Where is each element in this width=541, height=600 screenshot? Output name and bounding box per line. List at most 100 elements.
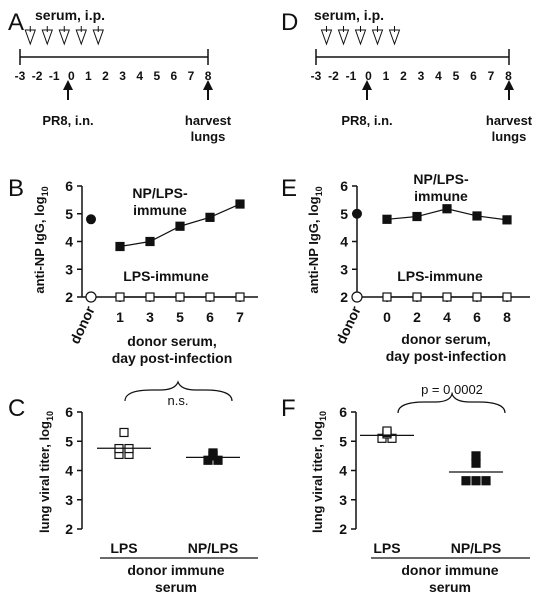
significance-bracket-c: [124, 380, 233, 402]
harvest-label-a-1: harvest: [185, 113, 232, 128]
timeline-ticks-d: -3 -2 -1 0 1 2 3 4 5 6 7 8: [311, 69, 512, 83]
data-point-np-lps-e: [442, 204, 452, 214]
y-axis-label-sub-e: 10: [314, 186, 324, 196]
significance-bracket-f: [397, 391, 506, 414]
x-axis-label-e-1: donor serum,: [401, 331, 490, 347]
serum-arrows-a: [24, 26, 104, 46]
serum-arrow-icon: [24, 29, 36, 46]
timeline-tick-label-a: -3: [15, 69, 26, 83]
data-point-lps-b: [175, 292, 185, 302]
panel-letter-e: E: [281, 175, 297, 202]
significance-label-c: n.s.: [168, 393, 189, 408]
chart-c-plot: 2 3 4 5 6 LPS NP/LPS: [65, 404, 240, 556]
y-tick-label-f: 2: [339, 521, 347, 537]
donor-point-np-e: [352, 208, 362, 219]
timeline-tick-label-d: 4: [435, 69, 442, 83]
timeline-tick-label-d: 0: [365, 69, 372, 83]
timeline-ticks-a: -3 -2 -1 0 1 2 3 4 5 6 7 8: [15, 69, 212, 83]
chart-e: anti-NP IgG, log10 2 3 4 5 6 donor 0 2 4 6 8 NP/LP…: [306, 171, 530, 364]
timeline-tick-label-a: 0: [68, 69, 75, 83]
y-tick-label-f: 6: [339, 404, 347, 420]
serum-label-d: serum, i.p.: [314, 7, 384, 23]
data-point-np-lps-f: [461, 476, 471, 486]
x-axis-label-b-1: donor serum,: [127, 333, 216, 349]
y-tick-label-b: 5: [65, 206, 73, 222]
svg-text:lung viral titer, log10: lung viral titer, log10: [310, 411, 328, 533]
timeline-tick-label-a: 8: [205, 69, 212, 83]
serum-arrow-icon: [337, 29, 350, 46]
x-tick-label-b: 6: [206, 309, 214, 325]
data-point-lps-e: [382, 292, 392, 302]
y-tick-label-f: 5: [339, 433, 347, 449]
timeline-tick-label-a: 1: [85, 69, 92, 83]
data-point-np-lps-f: [481, 476, 491, 486]
timeline-tick-label-d: 3: [418, 69, 425, 83]
x-category-label-c: LPS: [110, 540, 137, 556]
y-tick-label-b: 2: [65, 289, 73, 305]
infection-arrow-icon-d: [362, 80, 372, 90]
data-point-np-lps-b: [145, 236, 155, 247]
harvest-label-d-2: lungs: [492, 129, 527, 144]
serum-arrow-icon: [41, 29, 53, 46]
annotation-lps-b: LPS-immune: [123, 268, 209, 284]
data-point-np-lps-e: [472, 211, 482, 221]
data-point-lps-e: [442, 292, 452, 302]
y-tick-label-e: 2: [340, 289, 348, 305]
timeline-tick-label-d: 5: [453, 69, 460, 83]
x-tick-label-donor-e: donor: [332, 303, 363, 346]
chart-f: lung viral titer, log10 2 3 4 5 6 LPS NP/LPS p…: [310, 382, 530, 595]
y-tick-label-b: 6: [65, 178, 73, 194]
annotation-np-line1-b: NP/LPS-: [132, 185, 188, 201]
data-point-np-lps-e: [502, 215, 512, 225]
y-tick-label-e: 4: [340, 234, 348, 250]
timeline-tick-label-a: 7: [188, 69, 195, 83]
chart-f-plot: 2 3 4 5 6 LPS NP/LPS: [339, 404, 503, 556]
y-axis-label-b: anti-NP IgG, log: [32, 196, 47, 293]
y-axis-title-c: lung viral titer, log10: [37, 411, 55, 533]
donor-point-lps-e: [351, 291, 363, 303]
significance-label-f: p = 0.0002: [421, 382, 483, 397]
x-tick-label-b: 1: [116, 309, 124, 325]
x-axis-label-c-1: donor immune: [127, 562, 224, 578]
data-point-np-lps-b: [175, 221, 185, 231]
serum-arrows-d: [320, 26, 401, 46]
y-axis-label-sub-b: 10: [40, 186, 50, 196]
x-axis-label-f-2: serum: [429, 579, 471, 595]
y-tick-label-b: 4: [65, 234, 73, 250]
data-point-np-lps-e: [382, 214, 392, 224]
chart-c: lung viral titer, log10 2 3 4 5 6 LPS NP/LPS n…: [37, 380, 258, 595]
svg-text:anti-NP IgG, log10: anti-NP IgG, log10: [32, 186, 50, 293]
timeline-tick-label-d: 2: [400, 69, 407, 83]
y-tick-label-e: 6: [340, 178, 348, 194]
annotation-np-line2-b: immune: [133, 202, 187, 218]
data-point-lps-c: [119, 427, 129, 438]
x-tick-label-b: 3: [146, 309, 154, 325]
y-axis-title-f: lung viral titer, log10: [310, 411, 328, 533]
serum-arrow-icon: [58, 29, 70, 46]
panel-letter-f: F: [281, 395, 296, 422]
y-tick-label-c: 4: [65, 463, 73, 479]
harvest-arrow-icon-a: [203, 80, 213, 90]
y-tick-label-e: 5: [340, 206, 348, 222]
timeline-tick-label-a: 4: [136, 69, 143, 83]
y-tick-label-b: 3: [65, 261, 73, 277]
x-tick-label-e: 2: [413, 309, 421, 325]
timeline-tick-label-d: -1: [346, 69, 357, 83]
y-axis-label-sub-f: 10: [318, 411, 328, 421]
x-axis-label-c-2: serum: [155, 579, 197, 595]
harvest-arrow-icon-d: [504, 80, 514, 90]
y-tick-label-c: 2: [65, 521, 73, 537]
data-point-np-lps-b: [235, 199, 245, 209]
serum-label-a: serum, i.p.: [35, 7, 105, 23]
data-point-np-lps-f: [471, 476, 481, 486]
x-tick-label-e: 4: [443, 309, 451, 325]
y-tick-label-f: 3: [339, 492, 347, 508]
harvest-label-a-2: lungs: [191, 129, 226, 144]
timeline-d: serum, i.p. -3 -2 -1 0 1 2 3 4 5 6 7 8 PR8, i.n. ha…: [311, 7, 533, 144]
x-axis-label-f-1: donor immune: [401, 562, 498, 578]
y-axis-label-sub-c: 10: [45, 411, 55, 421]
timeline-tick-label-d: 6: [470, 69, 477, 83]
panel-letter-b: B: [8, 175, 24, 202]
x-axis-label-b-2: day post-infection: [112, 350, 233, 366]
